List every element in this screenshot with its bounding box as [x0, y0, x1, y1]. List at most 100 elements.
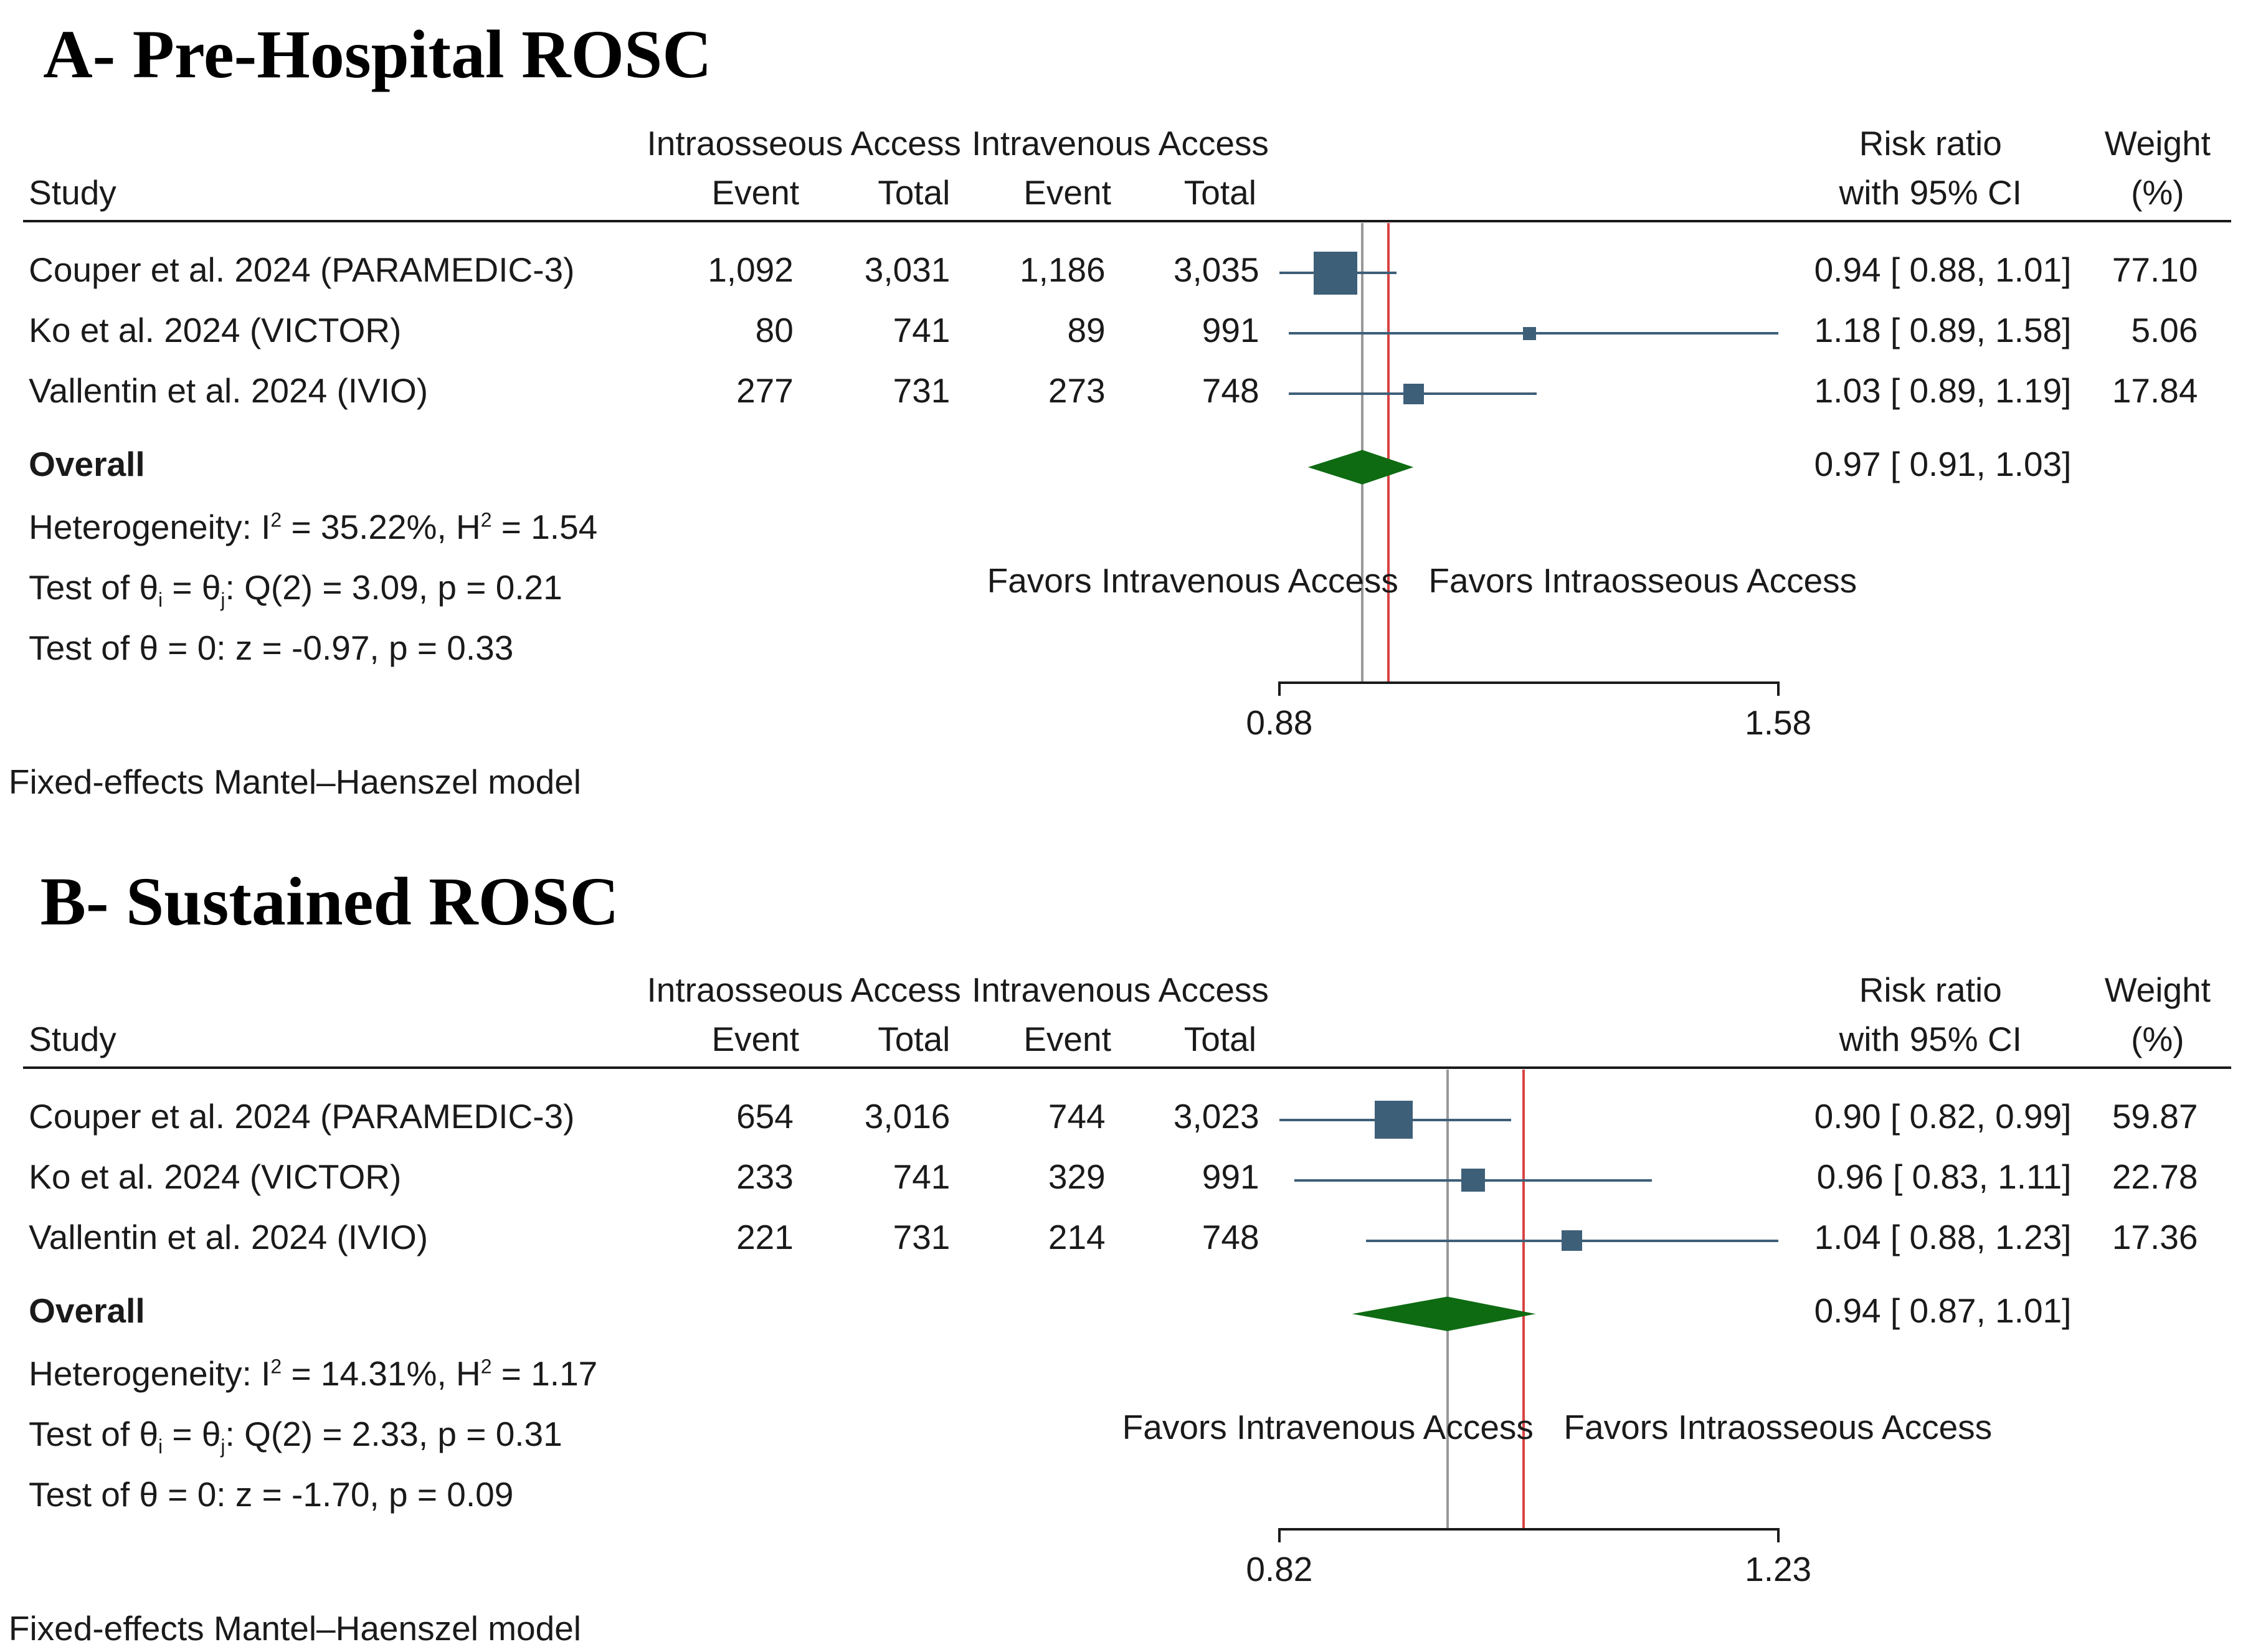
total2-value: 3,035	[1173, 250, 1259, 290]
overall-label: Overall	[29, 1291, 145, 1330]
event2-value: 214	[1048, 1218, 1106, 1257]
null-effect-line	[1387, 222, 1390, 681]
q-p-value: 0.31	[495, 1415, 562, 1454]
event2-value: 744	[1048, 1097, 1106, 1136]
x-axis-tick-label: 0.82	[1246, 1550, 1313, 1589]
weight-value: 77.10	[2112, 250, 2198, 290]
favors-left-label: Favors Intravenous Access	[987, 561, 1398, 600]
risk-ratio-ci: 0.90 [ 0.82, 0.99]	[1814, 1097, 2072, 1136]
total1-value: 741	[893, 1157, 951, 1197]
heterogeneity-prefix: Heterogeneity: I	[29, 508, 271, 547]
event2-value: 89	[1067, 311, 1106, 350]
total2-value: 3,023	[1173, 1097, 1259, 1136]
weight-header-line1: Weight	[2104, 971, 2211, 1010]
q-test-stat: Test of θi = θj: Q(2) = 3.09, p = 0.21	[29, 568, 562, 612]
favors-left-label: Favors Intravenous Access	[1122, 1407, 1534, 1446]
z-value: -0.97	[292, 629, 370, 668]
heterogeneity-stat: Heterogeneity: I2 = 14.31%, H2 = 1.17	[29, 1354, 598, 1393]
total1-value: 731	[893, 371, 951, 410]
event1-value: 221	[736, 1218, 794, 1257]
event1-value: 277	[736, 371, 794, 410]
total2-value: 991	[1202, 1157, 1259, 1197]
total2-header: Total	[1183, 173, 1256, 212]
study-name: Ko et al. 2024 (VICTOR)	[29, 311, 402, 350]
x-axis-tick	[1278, 1528, 1281, 1543]
study-name: Ko et al. 2024 (VICTOR)	[29, 1157, 402, 1197]
risk-ratio-ci: 0.96 [ 0.83, 1.11]	[1816, 1157, 2072, 1197]
total2-value: 748	[1202, 371, 1259, 410]
overall-diamond-shape	[1352, 1296, 1536, 1331]
q-df: 2	[282, 1415, 301, 1454]
risk-ratio-ci: 1.18 [ 0.89, 1.58]	[1814, 311, 2072, 350]
study-name: Couper et al. 2024 (PARAMEDIC-3)	[29, 1097, 575, 1136]
study-name: Couper et al. 2024 (PARAMEDIC-3)	[29, 250, 575, 290]
overall-diamond-shape	[1307, 450, 1414, 485]
weight-header-line2: (%)	[2131, 1019, 2184, 1058]
study-marker	[1561, 1230, 1582, 1251]
event1-value: 1,092	[708, 250, 794, 290]
overall-risk-ratio-ci: 0.97 [ 0.91, 1.03]	[1814, 444, 2072, 483]
superscript: 2	[270, 1355, 282, 1379]
overall-risk-ratio-ci: 0.94 [ 0.87, 1.01]	[1814, 1291, 2072, 1330]
i2-value: 14.31%	[320, 1354, 437, 1393]
rr-header-line2: with 95% CI	[1839, 1019, 2022, 1058]
study-marker	[1461, 1168, 1485, 1192]
z-value: -1.70	[292, 1475, 370, 1514]
subscript: j	[221, 589, 225, 612]
favors-right-label: Favors Intraosseous Access	[1428, 561, 1857, 600]
group1-header: Intraosseous Access	[647, 971, 961, 1010]
q-value: 2.33	[351, 1415, 419, 1454]
h2-value: 1.17	[531, 1354, 598, 1393]
q-value: 3.09	[351, 568, 419, 607]
group2-header: Intravenous Access	[972, 124, 1269, 163]
null-effect-line	[1522, 1069, 1525, 1529]
x-axis-tick	[1776, 1528, 1780, 1543]
total2-header: Total	[1183, 1019, 1256, 1058]
event2-header: Event	[1023, 1019, 1111, 1058]
z-test-stat: Test of θ = 0: z = -0.97, p = 0.33	[29, 629, 514, 668]
risk-ratio-ci: 1.03 [ 0.89, 1.19]	[1814, 371, 2072, 410]
q-p-value: 0.21	[495, 568, 562, 607]
group2-header: Intravenous Access	[972, 971, 1269, 1010]
heterogeneity-stat: Heterogeneity: I2 = 35.22%, H2 = 1.54	[29, 508, 598, 547]
superscript: 2	[480, 1355, 492, 1379]
header-rule	[22, 1066, 2231, 1070]
weight-value: 17.84	[2112, 371, 2198, 410]
z-p-value: 0.09	[447, 1475, 514, 1514]
superscript: 2	[480, 508, 492, 531]
event1-value: 654	[736, 1097, 794, 1136]
chart-title: B- Sustained ROSC	[40, 863, 619, 939]
h2-value: 1.54	[531, 508, 598, 547]
risk-ratio-ci: 0.94 [ 0.88, 1.01]	[1814, 250, 2072, 290]
study-header: Study	[29, 1019, 116, 1058]
overall-label: Overall	[29, 444, 145, 483]
weight-value: 17.36	[2112, 1218, 2198, 1257]
weight-value: 22.78	[2112, 1157, 2198, 1197]
x-axis-tick-label: 0.88	[1246, 703, 1313, 743]
event2-header: Event	[1023, 173, 1111, 212]
event2-value: 1,186	[1019, 250, 1106, 290]
event1-value: 80	[755, 311, 794, 350]
total2-value: 748	[1202, 1218, 1259, 1257]
study-header: Study	[29, 173, 116, 212]
x-axis-tick	[1278, 681, 1281, 696]
model-note: Fixed-effects Mantel–Haenszel model	[8, 1608, 581, 1648]
study-marker	[1375, 1101, 1413, 1139]
i2-value: 35.22%	[320, 508, 437, 547]
total1-value: 731	[893, 1218, 951, 1257]
subscript: i	[158, 589, 163, 612]
chart-title: A- Pre-Hospital ROSC	[43, 16, 712, 93]
event1-header: Event	[711, 1019, 800, 1058]
q-df: 2	[282, 568, 301, 607]
x-axis-tick	[1776, 681, 1780, 696]
event1-value: 233	[736, 1157, 794, 1197]
z-test-stat: Test of θ = 0: z = -1.70, p = 0.09	[29, 1475, 514, 1514]
weight-header-line1: Weight	[2104, 124, 2211, 163]
total1-header: Total	[878, 173, 951, 212]
total2-value: 991	[1202, 311, 1259, 350]
study-marker	[1403, 383, 1424, 404]
study-name: Vallentin et al. 2024 (IVIO)	[29, 371, 429, 410]
